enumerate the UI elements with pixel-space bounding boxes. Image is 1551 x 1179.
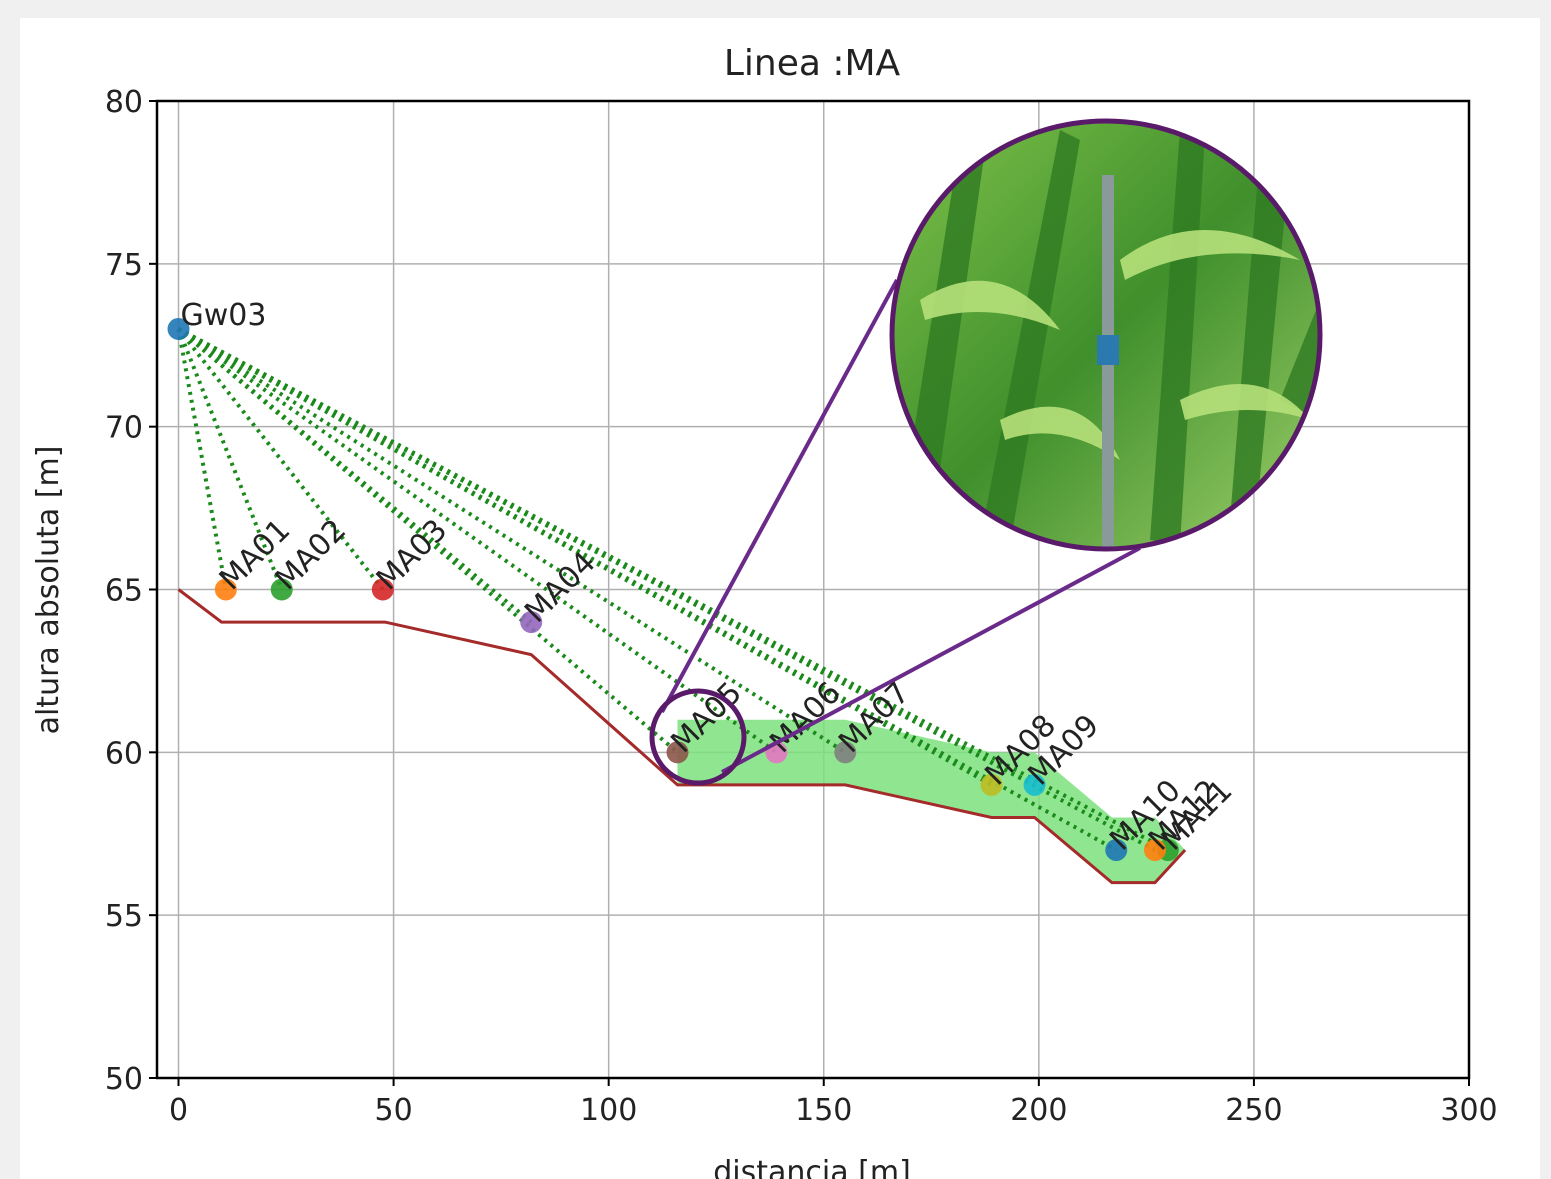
point (520, 611, 543, 634)
x-tick-label: 150 (795, 1093, 852, 1128)
x-tick-label: 250 (1225, 1093, 1282, 1128)
x-tick-label: 300 (1440, 1093, 1497, 1128)
point (834, 741, 857, 764)
inset-connector (660, 279, 899, 713)
x-tick-label: 50 (374, 1093, 412, 1128)
chart-title: Linea :MA (724, 43, 901, 84)
link-line (177, 327, 1118, 852)
x-tick-label: 0 (169, 1093, 188, 1128)
x-tick-label: 200 (1010, 1093, 1067, 1128)
point (371, 578, 394, 601)
link-line (177, 327, 1156, 852)
inset (649, 118, 1323, 786)
y-tick-label: 65 (105, 574, 143, 609)
point-label: Gw03 (181, 298, 267, 333)
y-tick-label: 70 (105, 411, 143, 446)
point (270, 578, 293, 601)
point (980, 773, 1003, 796)
panel (20, 18, 1540, 1179)
link-line (177, 327, 679, 754)
point (666, 741, 689, 764)
y-tick-label: 50 (105, 1062, 143, 1097)
x-axis-label: distancia [m] (713, 1155, 911, 1179)
link-line (176, 328, 284, 591)
y-tick-label: 55 (105, 899, 143, 934)
water-area (677, 719, 1186, 883)
y-axis-label: altura absoluta [m] (31, 446, 66, 735)
point (167, 317, 190, 340)
inset-connector (721, 546, 1141, 774)
zoom-circle (649, 688, 747, 786)
photo (892, 121, 1320, 549)
y-tick-label: 60 (105, 736, 143, 771)
point (1105, 839, 1128, 862)
y-tick-label: 80 (105, 85, 143, 120)
x-tick-label: 100 (580, 1093, 637, 1128)
point (1023, 773, 1046, 796)
axes-frame (155, 99, 1471, 1080)
point (214, 578, 237, 601)
y-tick-label: 75 (105, 248, 143, 283)
point (1143, 839, 1166, 862)
terrain-line (177, 588, 1187, 885)
link-line (177, 327, 847, 755)
inset-frame (889, 118, 1323, 552)
